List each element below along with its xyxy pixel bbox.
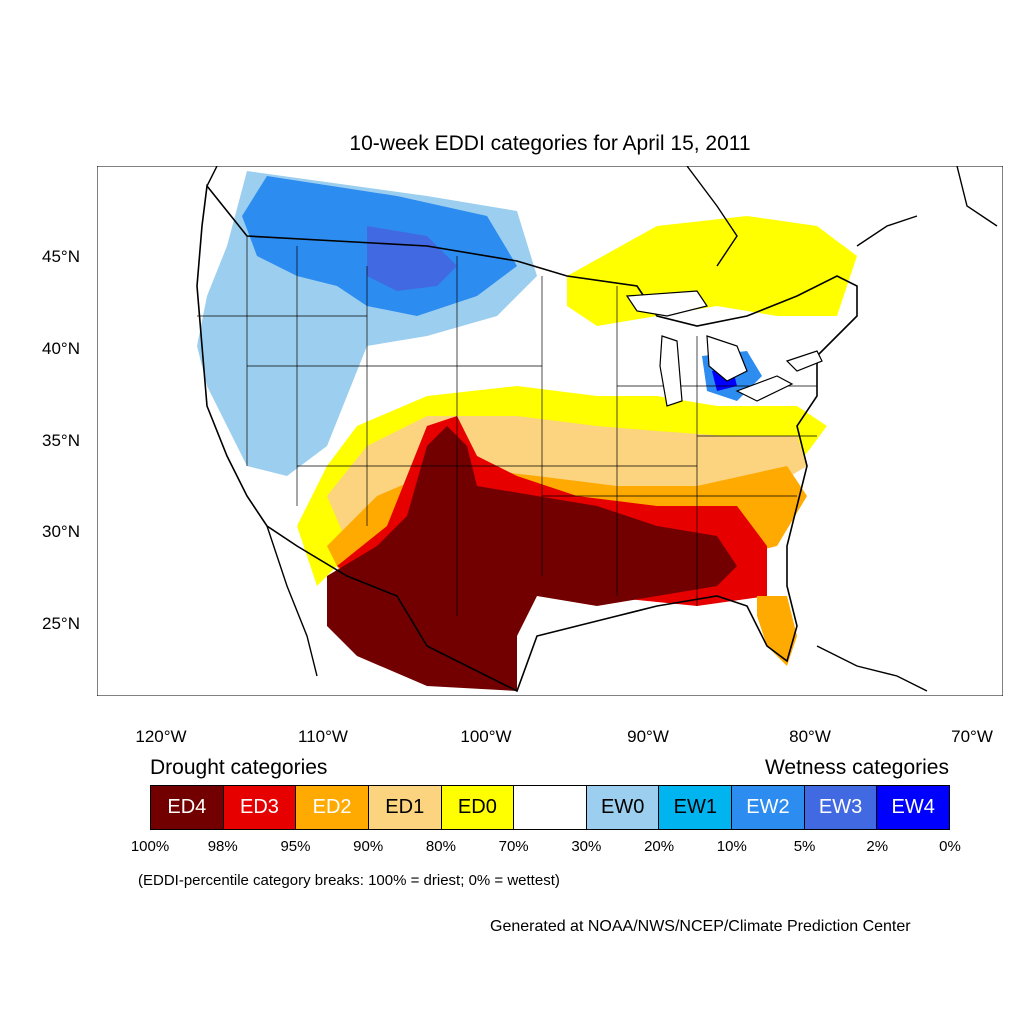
lon-label-70: 70°W (951, 727, 993, 746)
lon-label-100: 100°W (460, 727, 512, 746)
legend-swatch-ew0: EW0 (586, 786, 660, 829)
legend-break-label: 90% (353, 838, 384, 855)
legend-swatch-ew1: EW1 (659, 786, 733, 829)
lat-label-40: 40°N (42, 339, 80, 358)
lon-label-90: 90°W (627, 727, 669, 746)
legend-break-label: 0% (939, 838, 961, 855)
legend-break-label: 2% (866, 838, 889, 855)
us-outline (196, 184, 858, 693)
legend-break-label: 20% (644, 838, 675, 855)
legend-swatch-ed1: ED1 (368, 786, 442, 829)
legend-swatch-ew2: EW2 (732, 786, 805, 829)
lat-label-45: 45°N (42, 247, 80, 266)
state-lines (197, 236, 817, 616)
lat-label-30: 30°N (42, 522, 80, 541)
legend-swatch-ed4: ED4 (151, 786, 224, 829)
legend-break-label: 70% (498, 838, 529, 855)
legend-break-label: 80% (425, 838, 456, 855)
legend-swatch-ed0: ED0 (441, 786, 515, 829)
legend-break-label: 98% (207, 838, 238, 855)
map-title: 10-week EDDI categories for April 15, 20… (349, 132, 751, 155)
lat-label-25: 25°N (42, 614, 80, 633)
legend-swatch-ed2: ED2 (296, 786, 369, 829)
dry-region-florida (757, 596, 797, 666)
lon-label-120: 120°W (135, 727, 187, 746)
great-lakes (625, 290, 823, 407)
legend-swatch-ew3: EW3 (804, 786, 878, 829)
drought-heading: Drought categories (150, 756, 328, 779)
coastlines (206, 166, 998, 692)
lon-label-110: 110°W (298, 727, 348, 746)
legend-break-label: 10% (716, 838, 747, 855)
eddi-map (97, 166, 1003, 696)
legend-break-label: 5% (793, 838, 816, 855)
legend-break-label: 100% (130, 838, 170, 855)
wetness-heading: Wetness categories (764, 756, 949, 779)
legend-swatch-ed3: ED3 (223, 786, 297, 829)
legend-swatch-neutral (514, 786, 587, 829)
legend-note: (EDDI-percentile category breaks: 100% =… (138, 872, 560, 889)
legend-swatch-ew4: EW4 (877, 786, 950, 829)
credit-line: Generated at NOAA/NWS/NCEP/Climate Predi… (490, 918, 911, 935)
legend-break-label: 30% (571, 838, 602, 855)
dry-region-ed4 (327, 426, 737, 691)
legend-break-label: 95% (280, 838, 311, 855)
legend-colorbar: ED4 ED3 ED2 ED1 ED0 EW0 EW1 EW2 EW3 EW4 (150, 785, 950, 830)
lon-label-80: 80°W (789, 727, 831, 746)
wet-region-northwest-deep (367, 226, 457, 291)
lat-label-35: 35°N (42, 431, 80, 450)
